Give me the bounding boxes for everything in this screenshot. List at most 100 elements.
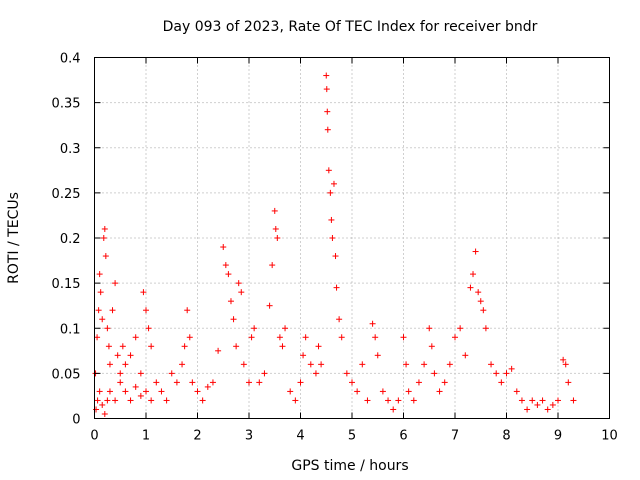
data-point	[379, 388, 386, 395]
data-point	[127, 397, 134, 404]
data-point	[122, 388, 129, 395]
data-point	[329, 235, 336, 241]
y-tick-label: 0.3	[60, 142, 81, 157]
data-point	[181, 343, 188, 350]
data-point	[235, 280, 242, 287]
data-point	[209, 379, 216, 386]
grid-layer	[94, 57, 610, 419]
y-tick-label: 0.25	[52, 187, 81, 202]
data-point	[106, 388, 113, 395]
data-point	[300, 352, 307, 359]
data-point	[498, 379, 505, 386]
y-axis-label: ROTI / TECUs	[6, 192, 22, 284]
data-point	[372, 334, 379, 341]
data-point	[482, 325, 489, 332]
data-point	[354, 388, 361, 395]
data-point	[199, 397, 206, 404]
y-tick-label: 0.2	[60, 232, 81, 247]
data-point	[493, 370, 500, 377]
x-tick-label: 9	[554, 429, 562, 444]
x-tick-label: 5	[348, 429, 356, 444]
x-tick-label: 4	[296, 429, 304, 444]
data-point	[446, 361, 453, 368]
data-point	[302, 334, 309, 341]
data-point	[220, 244, 227, 251]
data-point	[246, 379, 252, 386]
data-point	[261, 370, 268, 377]
y-tick-label: 0.4	[60, 52, 81, 67]
data-point	[148, 343, 155, 350]
y-tick-label: 0.1	[60, 322, 81, 337]
data-point	[132, 334, 139, 341]
data-point	[101, 225, 108, 232]
data-point	[431, 370, 438, 377]
data-point	[269, 262, 276, 269]
data-point	[153, 379, 160, 386]
data-point	[544, 406, 551, 413]
data-point	[215, 347, 222, 354]
data-point	[96, 271, 103, 278]
data-point	[405, 388, 412, 395]
data-point	[534, 401, 541, 408]
data-point	[472, 248, 479, 255]
data-point	[421, 361, 428, 368]
data-point	[173, 379, 180, 386]
data-point	[97, 289, 104, 296]
y-tick-label: 0.35	[52, 97, 81, 112]
data-point	[518, 397, 525, 404]
data-point	[415, 379, 422, 386]
data-point	[117, 370, 124, 377]
data-point	[95, 307, 102, 314]
data-point	[100, 235, 107, 241]
points-layer	[92, 72, 577, 417]
x-tick-label: 6	[399, 429, 407, 444]
data-point	[194, 388, 201, 395]
data-point	[127, 352, 134, 359]
data-point	[271, 207, 278, 214]
data-point	[109, 307, 116, 314]
x-tick-label: 10	[601, 429, 618, 444]
data-point	[330, 180, 337, 187]
data-point	[112, 280, 119, 287]
data-point	[99, 401, 106, 408]
data-point	[112, 397, 119, 404]
data-point	[323, 86, 330, 93]
y-tick-label: 0	[72, 413, 80, 428]
data-point	[163, 397, 170, 404]
data-point	[256, 379, 263, 386]
data-point	[233, 343, 240, 350]
data-point	[137, 392, 144, 399]
data-point	[318, 361, 325, 368]
data-point	[287, 388, 294, 395]
data-point	[276, 334, 283, 341]
data-point	[99, 316, 106, 323]
data-point	[168, 370, 175, 377]
data-point	[570, 397, 577, 404]
x-tick-label: 8	[502, 429, 510, 444]
data-point	[488, 361, 495, 368]
data-point	[508, 365, 515, 372]
data-point	[390, 406, 397, 413]
data-point	[349, 379, 355, 386]
x-tick-label: 7	[451, 429, 459, 444]
data-point	[332, 253, 339, 260]
data-point	[230, 316, 237, 323]
data-point	[102, 253, 109, 260]
data-point	[312, 370, 319, 377]
data-point	[565, 379, 572, 386]
data-point	[457, 325, 464, 332]
data-point	[279, 343, 286, 350]
data-point	[315, 343, 322, 350]
data-point	[359, 361, 366, 368]
data-point	[385, 397, 392, 404]
data-point	[328, 216, 335, 223]
data-point	[227, 298, 234, 305]
data-point	[104, 397, 111, 404]
data-point	[477, 298, 484, 305]
data-point	[307, 361, 314, 368]
data-point	[480, 307, 487, 314]
x-tick-label: 2	[193, 429, 201, 444]
data-point	[462, 352, 469, 359]
data-point	[222, 262, 229, 269]
data-point	[238, 289, 245, 296]
